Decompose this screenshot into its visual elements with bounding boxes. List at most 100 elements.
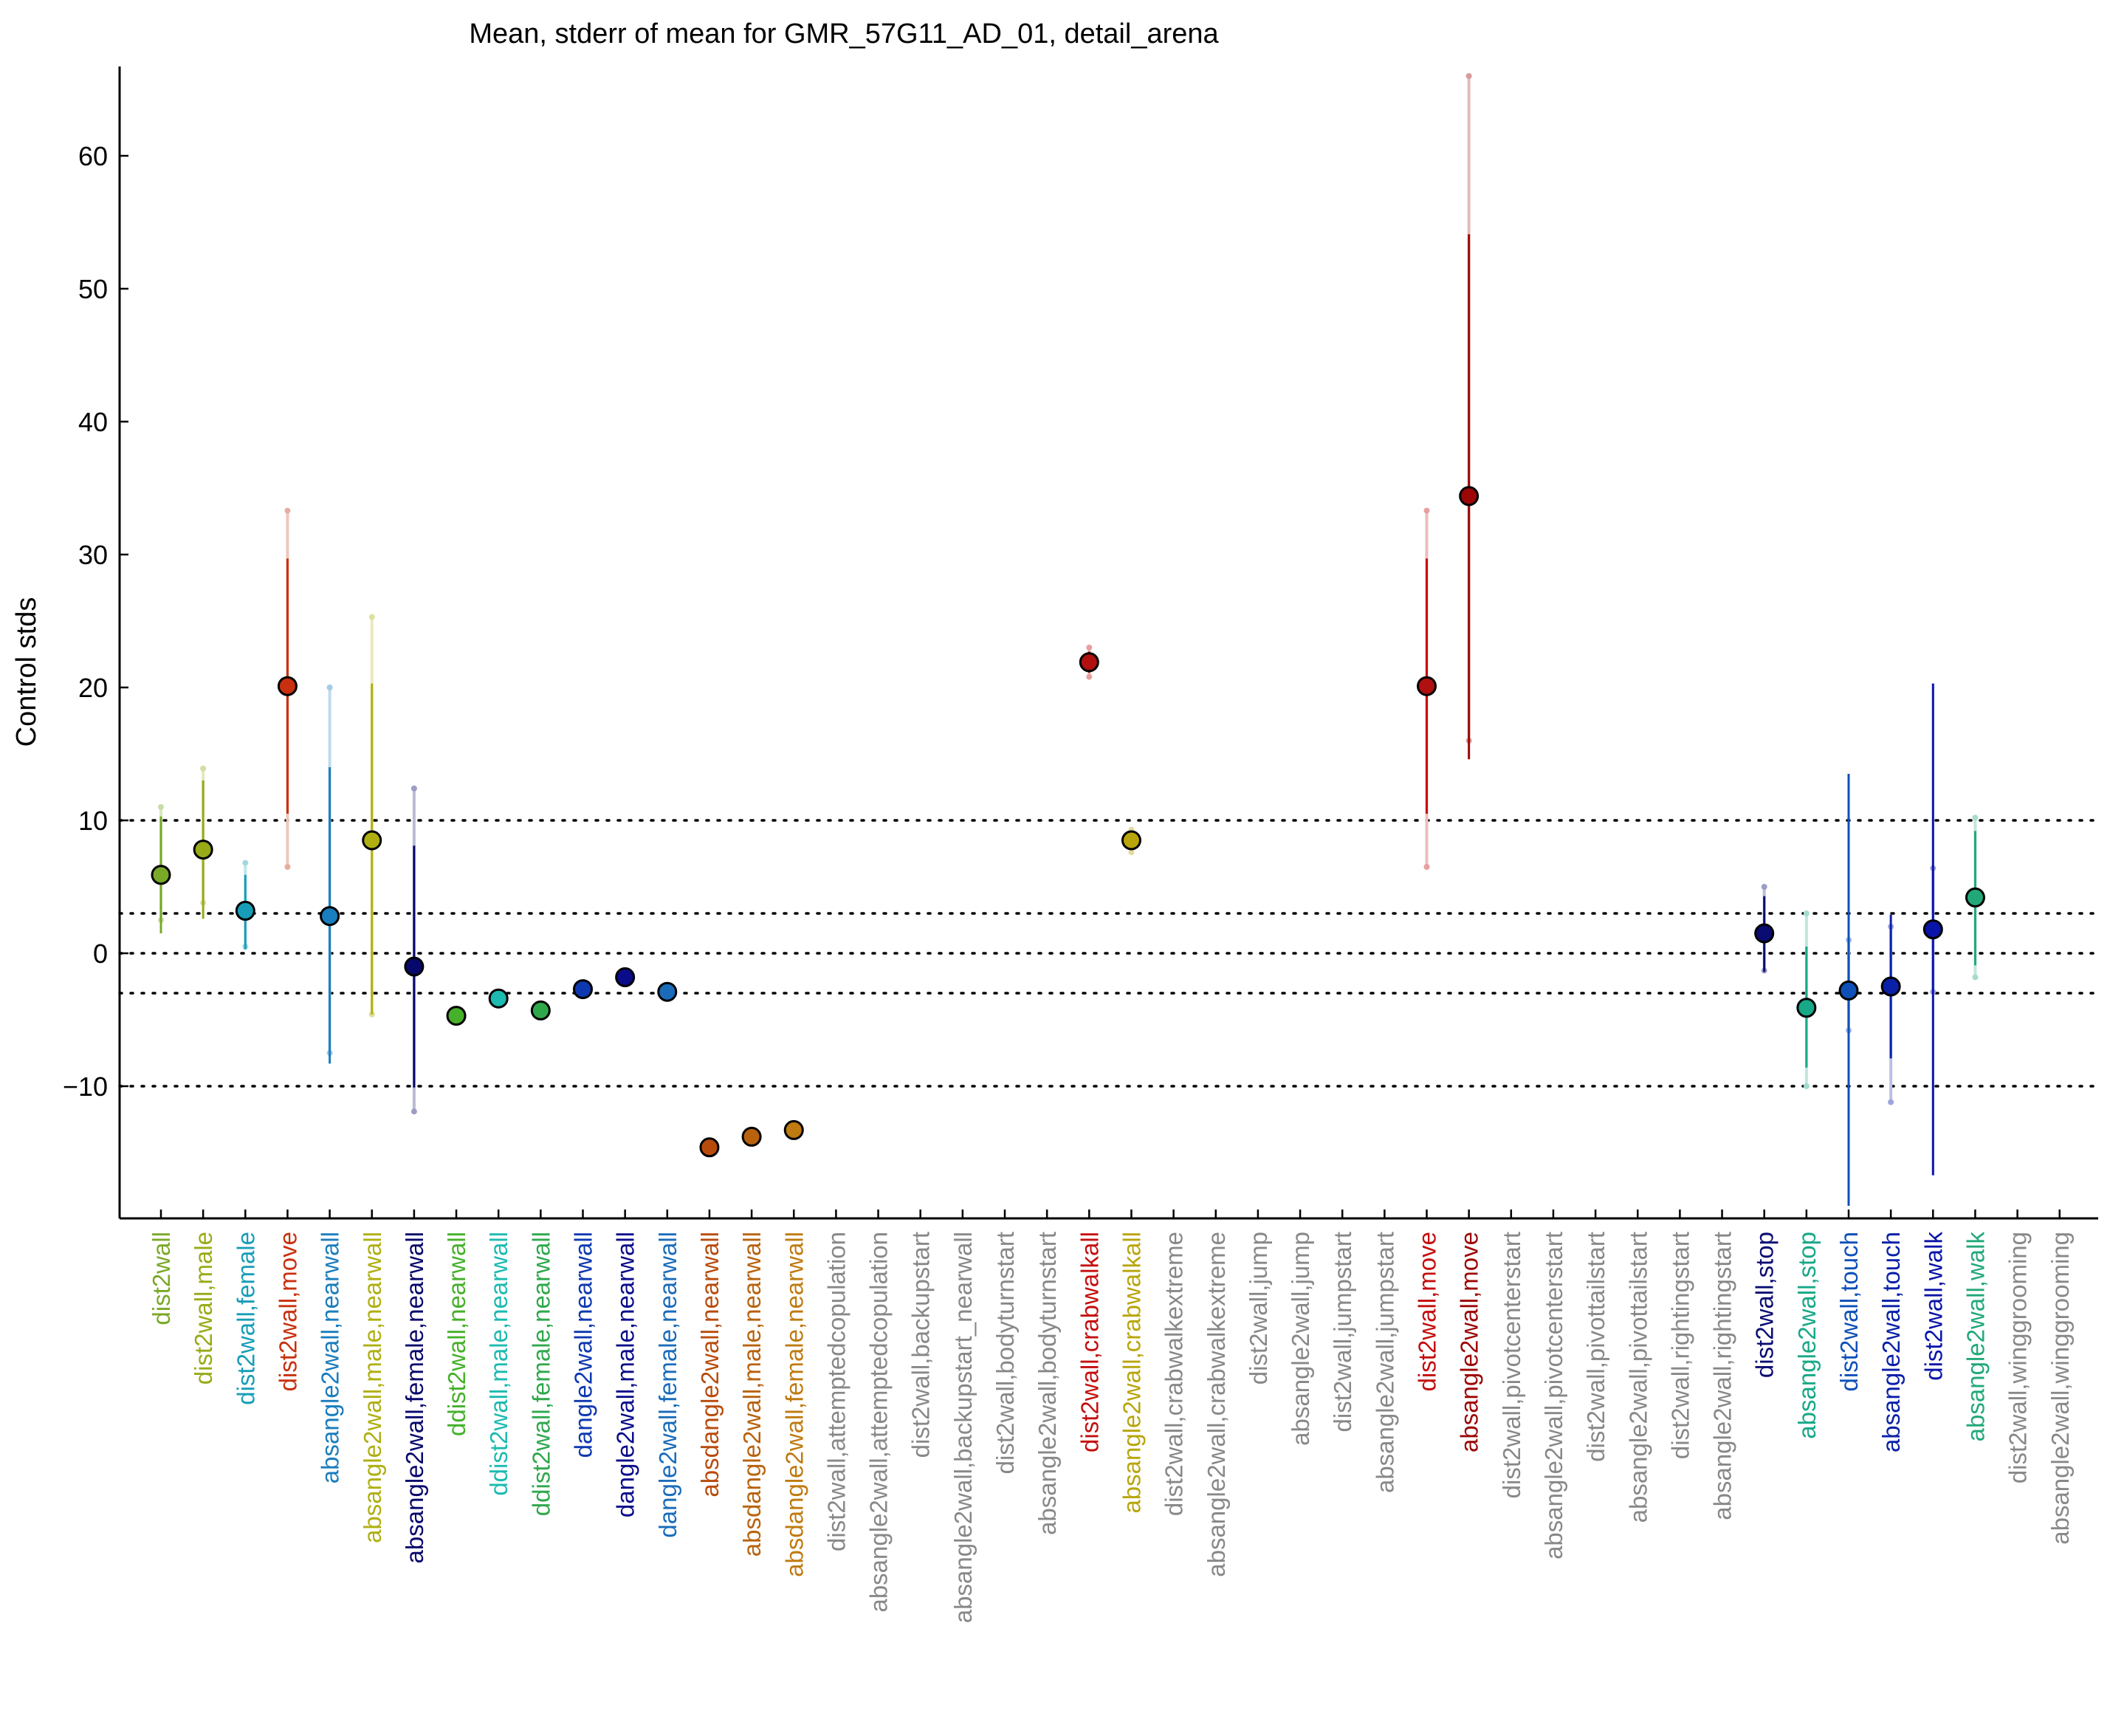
x-tick-label: dist2wall,move <box>1414 1232 1441 1391</box>
y-tick-label: 60 <box>78 141 108 171</box>
y-tick-label: 20 <box>78 673 108 703</box>
x-tick-label: dist2wall,backupstart <box>907 1232 935 1458</box>
x-tick-label: absangle2wall,male,nearwall <box>359 1232 386 1543</box>
data-point <box>1754 884 1775 974</box>
mean-marker <box>1459 486 1480 507</box>
x-tick-label: dangle2wall,female,nearwall <box>654 1232 681 1538</box>
x-tick-label: dist2wall,pivotcenterstart <box>1498 1232 1525 1498</box>
data-point <box>699 1137 720 1158</box>
mean-marker <box>741 1126 762 1147</box>
data-point <box>193 765 213 919</box>
range-end-dot <box>284 507 291 514</box>
x-tick-label: absangle2wall,rightingstart <box>1709 1232 1736 1520</box>
data-point <box>1796 910 1817 1089</box>
mean-marker <box>1754 923 1775 944</box>
x-tick-label: absangle2wall,jumpstart <box>1371 1232 1398 1493</box>
y-tick-label: 10 <box>78 806 108 836</box>
x-tick-label: absdangle2wall,male,nearwall <box>738 1232 766 1557</box>
axes <box>118 66 2098 1220</box>
mean-marker <box>1079 652 1099 673</box>
data-point <box>1838 774 1859 1206</box>
x-tick-label: dist2wall,crabwalkextreme <box>1161 1232 1188 1516</box>
range-end-dot <box>242 860 249 866</box>
x-tick-label: absangle2wall,pivotcenterstart <box>1540 1232 1567 1560</box>
range-end-dot <box>1423 507 1430 514</box>
range-end-dot <box>1972 974 1979 981</box>
range-end-dot <box>1803 1083 1810 1089</box>
data-point <box>404 785 425 1115</box>
data-point <box>1965 814 1985 981</box>
x-tick-label: dist2wall,touch <box>1835 1232 1863 1391</box>
x-tick-label: dist2wall,jump <box>1245 1232 1272 1385</box>
x-tick-label: absangle2wall,winggrooming <box>2047 1232 2074 1545</box>
data-point <box>235 860 255 950</box>
data-point <box>1417 507 1437 870</box>
range-end-dot <box>158 804 164 810</box>
mean-marker <box>193 840 213 860</box>
range-end-dot <box>1803 910 1810 916</box>
mean-marker <box>446 1006 467 1026</box>
range-end-dot <box>1972 814 1979 821</box>
x-tick-label: dist2wall,male <box>190 1232 217 1385</box>
x-tick-label: absangle2wall,crabwalkall <box>1118 1232 1145 1514</box>
x-tick-label: ddist2wall,nearwall <box>443 1232 470 1436</box>
data-point <box>362 614 382 1018</box>
range-end-dot <box>368 614 375 620</box>
mean-marker <box>615 967 636 987</box>
range-end-dot <box>1086 673 1093 680</box>
data-point <box>1880 914 1901 1105</box>
data-point <box>573 979 593 1000</box>
data-marks <box>151 73 2061 1218</box>
mean-marker <box>530 1000 551 1020</box>
data-point <box>615 967 636 987</box>
mean-marker <box>362 830 382 851</box>
x-tick-label: dist2wall,walk <box>1920 1232 1947 1381</box>
data-point <box>741 1126 762 1147</box>
x-tick-label: dangle2wall,nearwall <box>570 1232 597 1458</box>
data-point <box>1079 645 1099 680</box>
data-point <box>488 988 509 1009</box>
data-point <box>1121 826 1141 856</box>
x-tick-label: absangle2wall,pivottailstart <box>1624 1232 1652 1523</box>
x-tick-label: absdangle2wall,female,nearwall <box>780 1232 808 1577</box>
range-end-dot <box>1423 864 1430 870</box>
x-tick-label: absangle2wall,female,nearwall <box>401 1232 428 1563</box>
x-tick-label: absangle2wall,bodyturnstart <box>1034 1232 1061 1535</box>
range-end-dot <box>1128 849 1135 856</box>
y-tick-label: 50 <box>78 274 108 304</box>
range-end-dot <box>326 685 333 690</box>
x-tick-label: absangle2wall,walk <box>1962 1232 1989 1442</box>
data-point <box>783 1119 804 1140</box>
data-point <box>277 507 298 870</box>
x-tick-label: dist2wall,attemptedcopulation <box>822 1232 850 1551</box>
data-point <box>530 1000 551 1020</box>
range-end-dot <box>1086 645 1093 651</box>
x-tick-label: absangle2wall,attemptedcopulation <box>865 1232 893 1613</box>
data-point <box>446 1006 467 1026</box>
range-end-dot <box>410 1108 417 1115</box>
mean-marker <box>320 906 340 927</box>
mean-marker <box>783 1119 804 1140</box>
mean-marker <box>1796 998 1817 1018</box>
x-tick-label: absangle2wall,stop <box>1793 1232 1821 1439</box>
mean-marker <box>1880 976 1901 997</box>
y-tick-label: 30 <box>78 540 108 570</box>
mean-marker <box>404 956 425 977</box>
data-point <box>151 804 171 933</box>
mean-marker <box>1417 676 1437 696</box>
x-tick-label: absangle2wall,jump <box>1287 1232 1314 1446</box>
x-tick-label: dist2wall,winggrooming <box>2004 1232 2032 1483</box>
x-tick-label: dist2wall,crabwalkall <box>1076 1232 1103 1452</box>
x-tick-label: dangle2wall,male,nearwall <box>612 1232 639 1517</box>
y-tick-label: 40 <box>78 407 108 437</box>
x-tick-label: absangle2wall,move <box>1456 1232 1483 1452</box>
data-point <box>657 981 678 1002</box>
x-tick-label: absdangle2wall,nearwall <box>696 1232 724 1497</box>
x-tick-label: absangle2wall,crabwalkextreme <box>1203 1232 1230 1577</box>
range-end-dot <box>1465 73 1472 79</box>
mean-marker <box>277 676 298 696</box>
range-end-dot <box>1761 884 1767 890</box>
mean-marker <box>151 865 171 885</box>
x-tick-label: dist2wall,bodyturnstart <box>992 1232 1019 1474</box>
